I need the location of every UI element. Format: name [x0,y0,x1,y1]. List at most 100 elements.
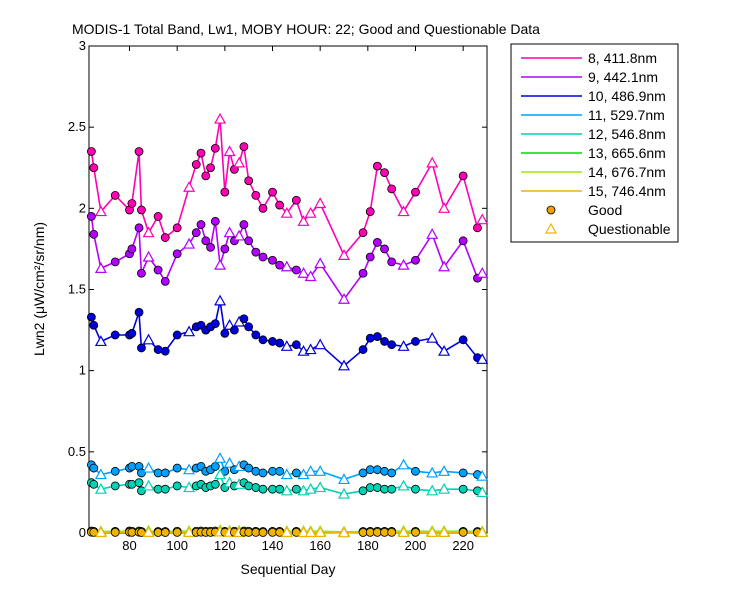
good-point [251,247,261,257]
good-point [258,484,268,494]
good-point [137,343,146,353]
good-point [160,276,170,286]
questionable-point [476,469,489,481]
questionable-point [476,486,489,498]
good-point [411,484,420,494]
good-point [206,242,215,252]
good-point [137,205,146,215]
questionable-point [223,145,236,157]
good-point [251,466,261,476]
good-point [258,528,268,537]
good-point [275,466,285,476]
questionable-point [94,468,107,480]
questionable-point [426,466,439,478]
questionable-point [183,526,196,537]
questionable-point [397,458,410,470]
questionable-point [397,526,410,537]
good-point [411,187,420,197]
good-point [358,486,368,496]
good-point [210,319,220,328]
y-tick-label: 3 [79,38,86,53]
questionable-point [214,452,227,463]
good-point [196,220,206,229]
good-point [110,190,120,200]
questionable-point [438,344,451,356]
questionable-point [142,333,155,345]
good-point [89,479,99,489]
good-point [239,142,249,152]
y-tick-label: 2 [79,200,86,215]
good-point [358,228,368,238]
good-point [110,466,120,476]
good-point [89,320,99,330]
good-point [358,268,368,278]
good-point [239,314,249,324]
legend-label: 8, 411.8nm [588,50,657,66]
legend-questionable-label: Questionable [588,221,671,237]
y-tick-label: 0 [79,525,86,540]
good-point [206,163,215,173]
questionable-point [223,456,236,468]
good-point [153,212,163,221]
good-point [268,337,277,346]
good-point [291,340,301,350]
good-point [251,330,261,340]
questionable-point [304,482,317,494]
questionable-point [476,353,489,364]
good-point [110,257,120,267]
legend-label: 11, 529.7nm [588,107,665,123]
good-point [172,481,182,491]
questionable-point [337,487,351,499]
good-point [220,244,230,254]
good-point [358,345,368,354]
good-point [268,187,277,197]
good-point [220,328,230,338]
questionable-point [314,197,327,209]
good-point [372,465,382,475]
questionable-point [314,465,327,476]
good-point [172,463,182,473]
good-point [291,468,301,478]
questionable-point [183,180,196,192]
good-point [275,484,285,494]
questionable-point [476,213,489,225]
good-point [172,249,182,259]
questionable-point [304,526,317,538]
questionable-point [183,463,196,475]
good-point [239,220,249,229]
good-point [258,252,268,262]
questionable-point [142,226,155,238]
good-point [127,328,137,338]
good-point [411,466,420,476]
good-point [160,233,170,242]
good-point [201,236,211,246]
legend-label: 14, 676.7nm [588,164,666,180]
good-point [291,265,301,275]
questionable-point [214,112,227,124]
good-point [275,338,285,348]
y-axis-label: Lwn2 (μW/cm²/sr/nm) [31,222,47,356]
questionable-point [314,526,327,537]
good-point [89,163,99,173]
good-point [153,345,163,354]
questionable-point [142,526,155,537]
good-point [387,468,397,478]
good-point [89,463,99,473]
questionable-point [280,526,293,538]
good-point [372,332,382,341]
questionable-point [297,215,310,226]
legend-label: 12, 546.8nm [588,126,666,142]
questionable-point [476,267,489,278]
good-point [210,143,220,153]
questionable-point [183,325,196,337]
questionable-point [94,335,107,347]
questionable-point [397,479,410,491]
x-tick-label: 220 [452,538,474,553]
questionable-point [94,262,107,273]
y-tick-label: 1 [79,363,86,378]
questionable-point [280,206,293,218]
questionable-point [426,484,439,496]
good-point [387,184,397,194]
questionable-point [426,156,439,168]
good-point [134,307,144,317]
